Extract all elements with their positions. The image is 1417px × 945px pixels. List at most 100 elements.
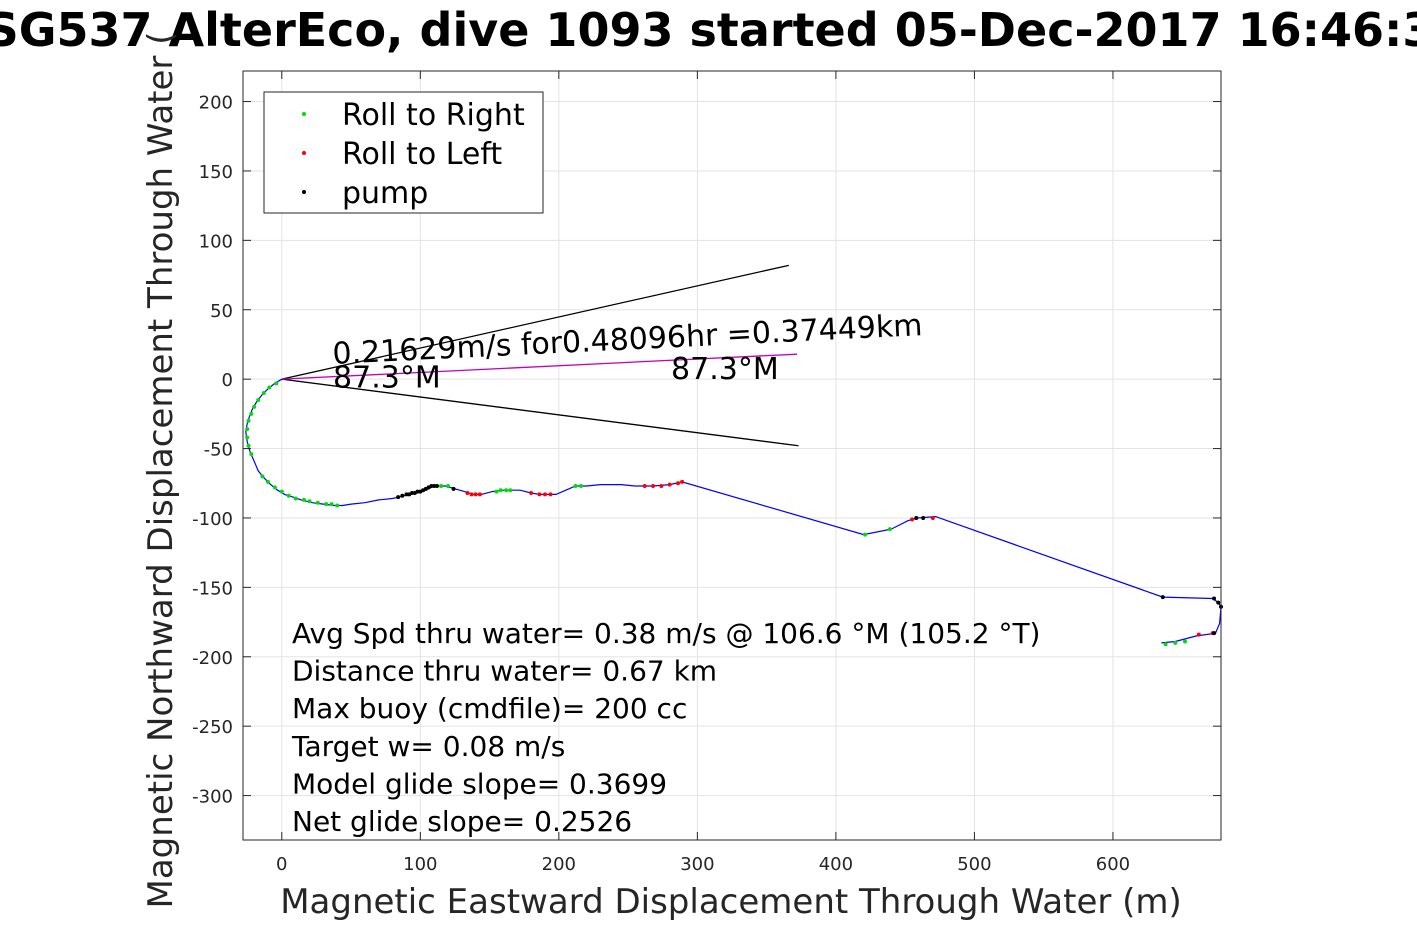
pump-point [396,495,401,500]
stat-line: Distance thru water= 0.67 km [292,655,717,688]
roll-right-point [862,532,867,537]
y-tick-label: 100 [199,231,233,252]
pump-point [451,486,456,491]
y-tick-label: -50 [204,440,233,461]
roll-right-point [245,427,250,432]
legend-label: Roll to Left [342,137,502,172]
pump-point [914,515,919,520]
roll-right-point [301,497,306,502]
pump-point [434,484,439,489]
chart-title: SG537 AlterEco, dive 1093 started 05-Dec… [0,3,1417,57]
roll-right-point [246,418,251,423]
grid [243,71,1221,840]
x-tick-label: 600 [1096,854,1130,875]
roll-left-point [477,492,482,497]
stat-line: Avg Spd thru water= 0.38 m/s @ 106.6 °M … [292,617,1040,650]
roll-left-point [680,479,685,484]
roll-right-point [1173,640,1178,645]
plot-border [242,70,1222,841]
legend-label: Roll to Right [342,98,525,133]
pump-point [1160,595,1165,600]
roll-left-point [910,517,915,522]
stat-line: Net glide slope= 0.2526 [292,805,632,838]
pump-point [429,484,434,489]
track-line [245,378,1222,644]
stat-line: Target w= 0.08 m/s [291,730,565,763]
roll-left-point [542,492,547,497]
x-tick-label: 400 [819,854,853,875]
roll-left-point [473,492,478,497]
roll-right-point [324,502,329,507]
x-tick-label: 100 [403,854,437,875]
roll-left-point [537,492,542,497]
roll-right-point [887,527,892,532]
pump-point [921,515,926,520]
annotation-text: 87.3°M [671,352,779,387]
roll-right-point [279,489,284,494]
current-vector-line [281,353,798,380]
y-tick-label: -100 [192,509,233,530]
pump-point [404,492,409,497]
roll-right-point [267,385,272,390]
roll-left-point [930,515,935,520]
roll-right-point [579,484,584,489]
heading-line [281,264,789,380]
legend: Roll to Right Roll to Left pump [263,91,544,214]
roll-left-point [469,492,474,497]
y-tick-label: -200 [192,648,233,669]
roll-right-point [498,488,503,493]
legend-marker [302,190,306,194]
y-tick-label: 0 [222,370,233,391]
x-tick-label: 200 [542,854,576,875]
roll-right-point [335,503,340,508]
y-tick-label: 200 [199,93,233,114]
y-tick-label: -150 [192,578,233,599]
legend-marker [302,112,306,116]
legend-label: pump [342,176,428,211]
roll-right-point [307,499,312,504]
roll-left-point [667,482,672,487]
roll-right-point [439,484,444,489]
roll-right-point [272,485,277,490]
roll-right-point [256,397,261,402]
x-tick-label: 300 [680,854,714,875]
y-axis-label: Magnetic Northward Displacement Through … [141,32,181,909]
pump-point [400,493,405,498]
roll-left-point [465,490,470,495]
roll-right-point [260,474,265,479]
legend-marker [302,151,306,155]
pump-point [1212,631,1217,636]
roll-right-point [249,411,254,416]
heading-lines [281,264,799,447]
pump-point [415,489,420,494]
stat-line: Max buoy (cmdfile)= 200 cc [292,692,687,725]
roll-right-point [265,479,270,484]
x-axis-label: Magnetic Eastward Displacement Through W… [280,882,1182,922]
stat-line: Model glide slope= 0.3699 [292,767,667,800]
ticks [243,71,1221,840]
heading-line [281,378,799,447]
stats-block: Avg Spd thru water= 0.38 m/s @ 106.6 °M … [291,617,1040,838]
roll-right-point [573,484,578,489]
y-tick-label: 150 [199,162,233,183]
y-tick-label: -300 [192,787,233,808]
roll-right-point [1182,639,1187,644]
legend-box [263,91,544,214]
annotation-text: 87.3°M [333,360,441,395]
roll-right-point [274,381,279,386]
current-line [281,353,798,380]
roll-right-point [315,500,320,505]
pump-point [410,490,415,495]
roll-left-point [642,484,647,489]
roll-right-point [286,493,291,498]
y-tick-label: 50 [210,301,233,322]
roll-right-point [329,502,334,507]
y-tick-label: -250 [192,717,233,738]
x-tick-label: 500 [957,854,991,875]
roll-right-point [494,489,499,494]
roll-right-point [1163,642,1168,647]
roll-right-point [249,452,254,457]
roll-left-point [1196,632,1201,637]
roll-right-point [245,435,250,440]
